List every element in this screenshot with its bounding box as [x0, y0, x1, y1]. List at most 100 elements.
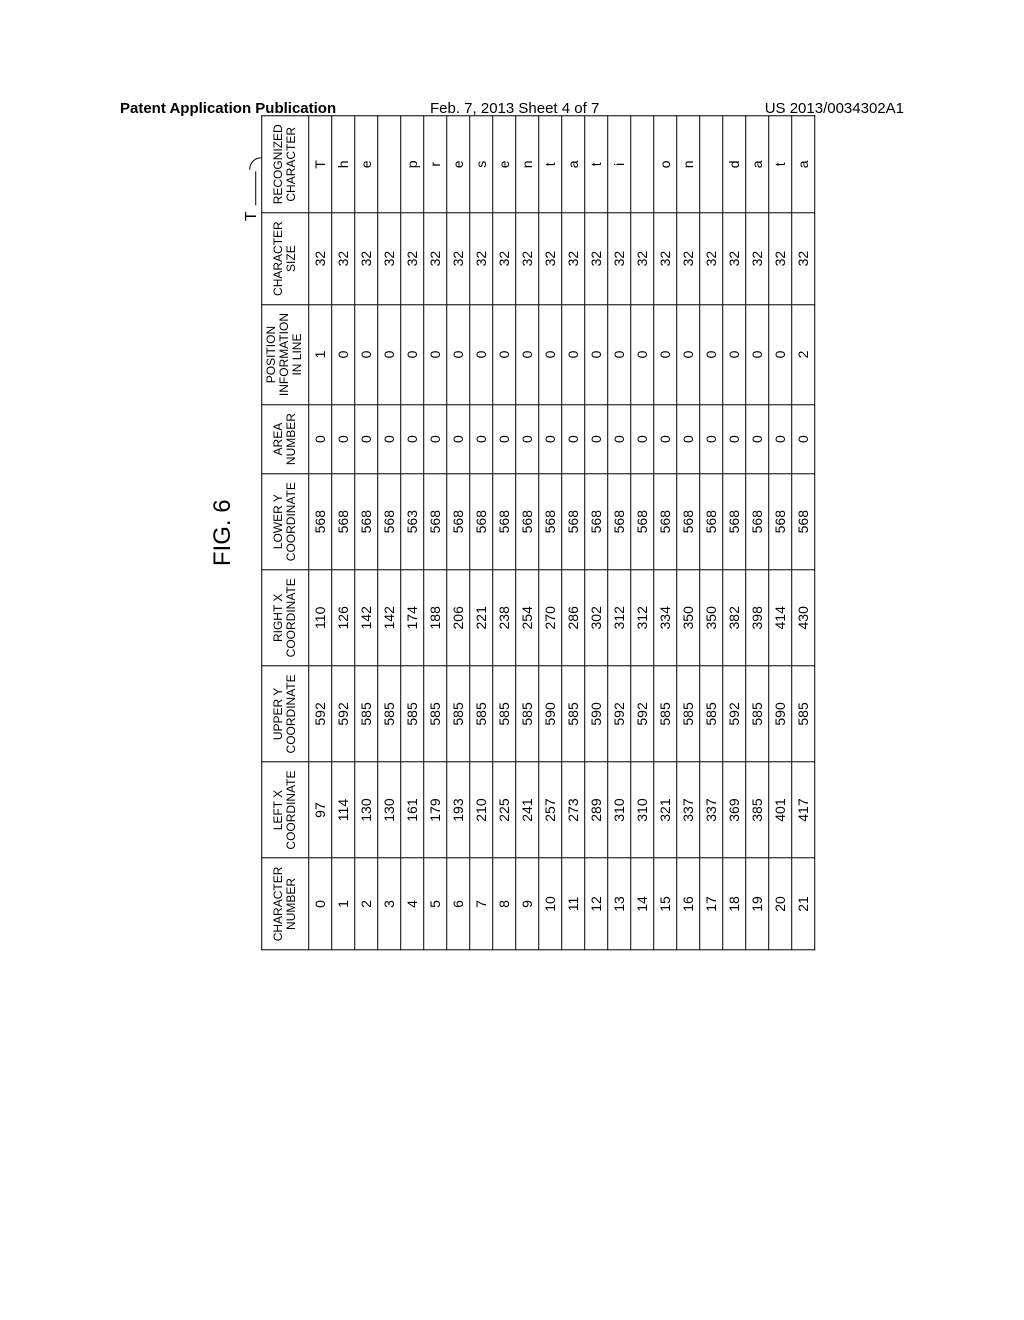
cell-5-0: 5 — [423, 858, 446, 950]
cell-10-2: 590 — [538, 666, 561, 762]
cell-20-6: 0 — [768, 304, 791, 404]
cell-8-8: e — [492, 116, 515, 213]
cell-13-4: 568 — [607, 474, 630, 570]
cell-11-8: a — [561, 116, 584, 213]
cell-15-1: 321 — [653, 762, 676, 858]
cell-19-3: 398 — [745, 570, 768, 666]
cell-1-0: 1 — [331, 858, 354, 950]
cell-17-6: 0 — [699, 304, 722, 404]
cell-21-0: 21 — [791, 858, 814, 950]
cell-8-1: 225 — [492, 762, 515, 858]
col-header-6: POSITIONINFORMATIONIN LINE — [262, 304, 309, 404]
cell-5-2: 585 — [423, 666, 446, 762]
cell-21-3: 430 — [791, 570, 814, 666]
cell-11-7: 32 — [561, 213, 584, 305]
cell-21-5: 0 — [791, 405, 814, 474]
cell-20-8: t — [768, 116, 791, 213]
cell-13-0: 13 — [607, 858, 630, 950]
cell-1-7: 32 — [331, 213, 354, 305]
cell-8-6: 0 — [492, 304, 515, 404]
cell-8-4: 568 — [492, 474, 515, 570]
table-row: 21305851425680032e — [354, 116, 377, 950]
cell-7-1: 210 — [469, 762, 492, 858]
cell-16-7: 32 — [676, 213, 699, 305]
cell-1-4: 568 — [331, 474, 354, 570]
cell-20-0: 20 — [768, 858, 791, 950]
cell-11-6: 0 — [561, 304, 584, 404]
cell-21-7: 32 — [791, 213, 814, 305]
cell-18-1: 369 — [722, 762, 745, 858]
cell-3-6: 0 — [377, 304, 400, 404]
cell-16-5: 0 — [676, 405, 699, 474]
table-row: 214175854305680232a — [791, 116, 814, 950]
cell-3-1: 130 — [377, 762, 400, 858]
cell-15-2: 585 — [653, 666, 676, 762]
cell-10-4: 568 — [538, 474, 561, 570]
cell-3-2: 585 — [377, 666, 400, 762]
cell-15-0: 15 — [653, 858, 676, 950]
cell-18-2: 592 — [722, 666, 745, 762]
cell-15-6: 0 — [653, 304, 676, 404]
cell-10-3: 270 — [538, 570, 561, 666]
cell-14-3: 312 — [630, 570, 653, 666]
cell-3-4: 568 — [377, 474, 400, 570]
cell-2-1: 130 — [354, 762, 377, 858]
table-row: 112735852865680032a — [561, 116, 584, 950]
cell-4-3: 174 — [400, 570, 423, 666]
cell-14-6: 0 — [630, 304, 653, 404]
cell-10-1: 257 — [538, 762, 561, 858]
cell-15-8: o — [653, 116, 676, 213]
cell-21-4: 568 — [791, 474, 814, 570]
cell-17-7: 32 — [699, 213, 722, 305]
cell-7-0: 7 — [469, 858, 492, 950]
table-row: 204015904145680032t — [768, 116, 791, 950]
cell-17-5: 0 — [699, 405, 722, 474]
cell-20-7: 32 — [768, 213, 791, 305]
table-row: 122895903025680032t — [584, 116, 607, 950]
cell-16-4: 568 — [676, 474, 699, 570]
cell-19-2: 585 — [745, 666, 768, 762]
cell-2-3: 142 — [354, 570, 377, 666]
cell-2-0: 2 — [354, 858, 377, 950]
cell-6-0: 6 — [446, 858, 469, 950]
cell-18-4: 568 — [722, 474, 745, 570]
cell-17-8 — [699, 116, 722, 213]
table-row: 61935852065680032e — [446, 116, 469, 950]
cell-8-7: 32 — [492, 213, 515, 305]
cell-11-0: 11 — [561, 858, 584, 950]
cell-17-1: 337 — [699, 762, 722, 858]
cell-6-2: 585 — [446, 666, 469, 762]
table-row: 193855853985680032a — [745, 116, 768, 950]
cell-12-4: 568 — [584, 474, 607, 570]
cell-3-3: 142 — [377, 570, 400, 666]
cell-9-5: 0 — [515, 405, 538, 474]
cell-0-5: 0 — [308, 405, 331, 474]
cell-1-6: 0 — [331, 304, 354, 404]
cell-2-6: 0 — [354, 304, 377, 404]
col-header-7: CHARACTERSIZE — [262, 213, 309, 305]
table-row: 143105923125680032 — [630, 116, 653, 950]
cell-3-7: 32 — [377, 213, 400, 305]
cell-18-0: 18 — [722, 858, 745, 950]
col-header-2: UPPER YCOORDINATE — [262, 666, 309, 762]
table-row: 0975921105680132T — [308, 116, 331, 950]
cell-7-7: 32 — [469, 213, 492, 305]
cell-1-1: 114 — [331, 762, 354, 858]
col-header-1: LEFT XCOORDINATE — [262, 762, 309, 858]
cell-14-8 — [630, 116, 653, 213]
cell-15-5: 0 — [653, 405, 676, 474]
cell-6-8: e — [446, 116, 469, 213]
cell-20-1: 401 — [768, 762, 791, 858]
table-row: 92415852545680032n — [515, 116, 538, 950]
cell-9-8: n — [515, 116, 538, 213]
cell-20-4: 568 — [768, 474, 791, 570]
cell-6-3: 206 — [446, 570, 469, 666]
cell-8-3: 238 — [492, 570, 515, 666]
cell-5-1: 179 — [423, 762, 446, 858]
cell-19-0: 19 — [745, 858, 768, 950]
table-row: 82255852385680032e — [492, 116, 515, 950]
cell-9-7: 32 — [515, 213, 538, 305]
table-row: 11145921265680032h — [331, 116, 354, 950]
cell-2-4: 568 — [354, 474, 377, 570]
cell-12-6: 0 — [584, 304, 607, 404]
